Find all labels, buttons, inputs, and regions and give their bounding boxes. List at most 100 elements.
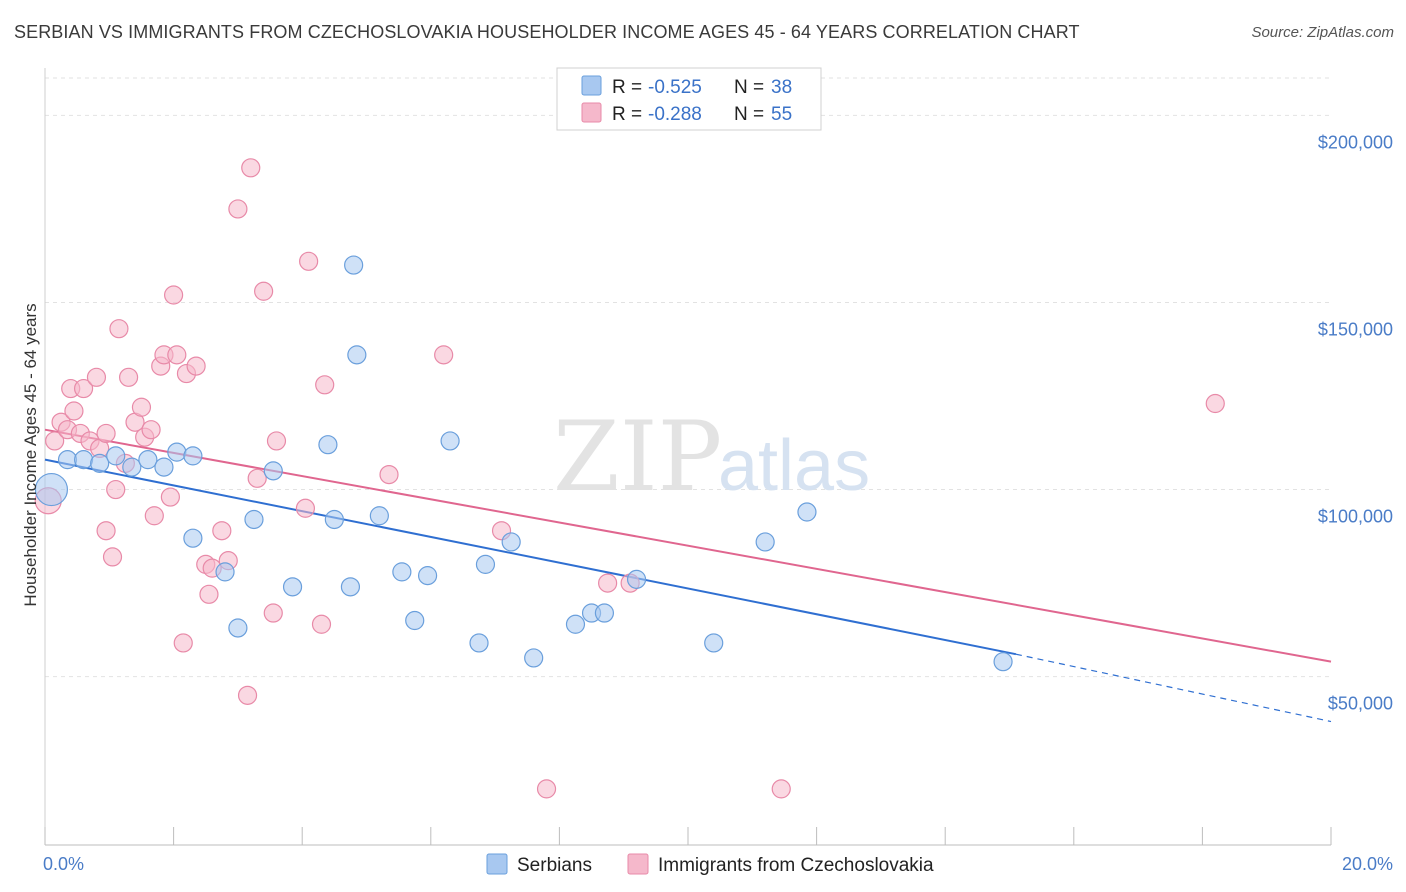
- data-point-serbians: [183, 446, 203, 466]
- data-point-serbians: [417, 566, 438, 586]
- data-point-czechoslovakia: [295, 498, 316, 518]
- data-point-czechoslovakia: [237, 685, 258, 705]
- data-point-serbians: [626, 569, 647, 589]
- data-point-czechoslovakia: [536, 779, 557, 799]
- data-point-czechoslovakia: [167, 345, 187, 365]
- data-point-serbians: [501, 532, 521, 552]
- x-tick-label-min: 0.0%: [43, 854, 84, 874]
- y-tick-label: $50,000: [1328, 694, 1393, 714]
- data-point-czechoslovakia: [96, 521, 116, 541]
- legend-r-label-serbians: R =: [612, 77, 642, 98]
- y-tick-label: $100,000: [1318, 507, 1393, 527]
- data-point-serbians: [90, 453, 110, 473]
- bottom-legend-swatch-czechoslovakia: [627, 853, 649, 875]
- watermark-zip: ZIP: [553, 401, 722, 513]
- data-point-serbians: [324, 509, 344, 530]
- trend-line-0: [44, 458, 1017, 656]
- data-point-serbians: [263, 461, 283, 481]
- data-point-serbians: [755, 532, 775, 552]
- data-point-serbians: [183, 528, 203, 548]
- data-point-czechoslovakia: [144, 506, 164, 526]
- legend-swatch-czechoslovakia: [581, 102, 602, 123]
- data-point-czechoslovakia: [199, 584, 219, 604]
- data-point-serbians: [282, 577, 303, 597]
- bottom-legend-label-czechoslovakia: Immigrants from Czechoslovakia: [658, 855, 934, 876]
- data-point-czechoslovakia: [212, 521, 232, 541]
- data-point-serbians: [73, 450, 94, 470]
- data-point-serbians: [122, 457, 142, 477]
- data-point-serbians: [797, 502, 817, 522]
- data-point-czechoslovakia: [434, 345, 454, 365]
- bottom-legend-label-serbians: Serbians: [517, 855, 592, 876]
- watermark: ZIP atlas: [553, 401, 870, 513]
- data-point-serbians: [244, 509, 264, 530]
- legend-r-value-serbians: -0.525: [648, 77, 702, 98]
- trend-line-extension-0: [1015, 653, 1332, 723]
- data-point-serbians: [993, 652, 1013, 672]
- legend-n-label-czechoslovakia: N =: [734, 104, 764, 125]
- data-point-serbians: [215, 562, 235, 582]
- data-point-serbians: [565, 614, 586, 634]
- y-tick-labels: $50,000 $100,000 $150,000 $200,000: [1318, 132, 1393, 713]
- data-point-czechoslovakia: [228, 199, 248, 219]
- data-point-czechoslovakia: [1205, 393, 1225, 414]
- legend-n-value-czechoslovakia: 55: [771, 104, 792, 125]
- data-point-serbians: [369, 506, 389, 526]
- data-point-czechoslovakia: [186, 356, 206, 376]
- data-point-serbians: [347, 345, 367, 365]
- data-point-czechoslovakia: [106, 479, 126, 500]
- data-point-serbians: [405, 610, 425, 631]
- data-point-serbians: [34, 472, 69, 507]
- data-point-serbians: [106, 446, 126, 466]
- data-point-czechoslovakia: [141, 420, 161, 440]
- y-axis-title: Householder Income Ages 45 - 64 years: [21, 303, 40, 606]
- data-point-czechoslovakia: [311, 614, 332, 634]
- data-point-czechoslovakia: [266, 431, 287, 451]
- data-point-serbians: [440, 431, 460, 451]
- legend-r-value-czechoslovakia: -0.288: [648, 104, 702, 125]
- data-point-czechoslovakia: [771, 779, 791, 799]
- data-point-serbians: [318, 435, 338, 455]
- data-point-serbians: [340, 577, 361, 597]
- legend-n-value-serbians: 38: [771, 77, 792, 98]
- data-point-czechoslovakia: [315, 375, 335, 395]
- trend-line-1: [44, 428, 1332, 663]
- data-point-czechoslovakia: [254, 281, 274, 301]
- source-credit: Source: ZipAtlas.com: [1251, 24, 1394, 41]
- watermark-atlas: atlas: [718, 426, 870, 506]
- data-point-serbians: [228, 618, 248, 638]
- data-point-serbians: [138, 450, 158, 470]
- y-tick-label: $200,000: [1318, 132, 1393, 152]
- data-point-czechoslovakia: [160, 487, 180, 507]
- legend-n-label-serbians: N =: [734, 77, 764, 98]
- correlation-legend: R = -0.525 N = 38 R = -0.288 N = 55: [556, 67, 822, 131]
- data-point-serbians: [392, 562, 412, 582]
- data-point-serbians: [594, 603, 615, 623]
- chart-title: SERBIAN VS IMMIGRANTS FROM CZECHOSLOVAKI…: [14, 22, 1080, 42]
- data-point-czechoslovakia: [247, 468, 267, 488]
- data-point-czechoslovakia: [96, 423, 116, 444]
- bottom-legend-swatch-serbians: [486, 853, 508, 875]
- data-point-czechoslovakia: [379, 464, 399, 485]
- y-tick-label: $150,000: [1318, 319, 1393, 339]
- data-point-czechoslovakia: [118, 367, 139, 387]
- data-point-serbians: [57, 450, 78, 470]
- data-point-serbians: [524, 648, 544, 668]
- data-point-serbians: [167, 442, 187, 462]
- data-point-serbians: [704, 633, 724, 653]
- data-point-czechoslovakia: [102, 547, 123, 567]
- data-point-serbians: [469, 633, 489, 653]
- trend-lines: [44, 428, 1332, 723]
- data-point-czechoslovakia: [164, 285, 184, 305]
- legend-swatch-serbians: [581, 75, 602, 96]
- data-point-serbians: [154, 457, 174, 477]
- data-point-czechoslovakia: [73, 378, 94, 399]
- data-point-czechoslovakia: [299, 251, 319, 271]
- axes: [44, 68, 1332, 846]
- grid-lines: [45, 77, 1331, 678]
- x-tick-label-max: 20.0%: [1342, 854, 1393, 874]
- data-point-czechoslovakia: [263, 603, 283, 623]
- legend-r-label-czechoslovakia: R =: [612, 104, 642, 125]
- data-point-czechoslovakia: [109, 319, 129, 339]
